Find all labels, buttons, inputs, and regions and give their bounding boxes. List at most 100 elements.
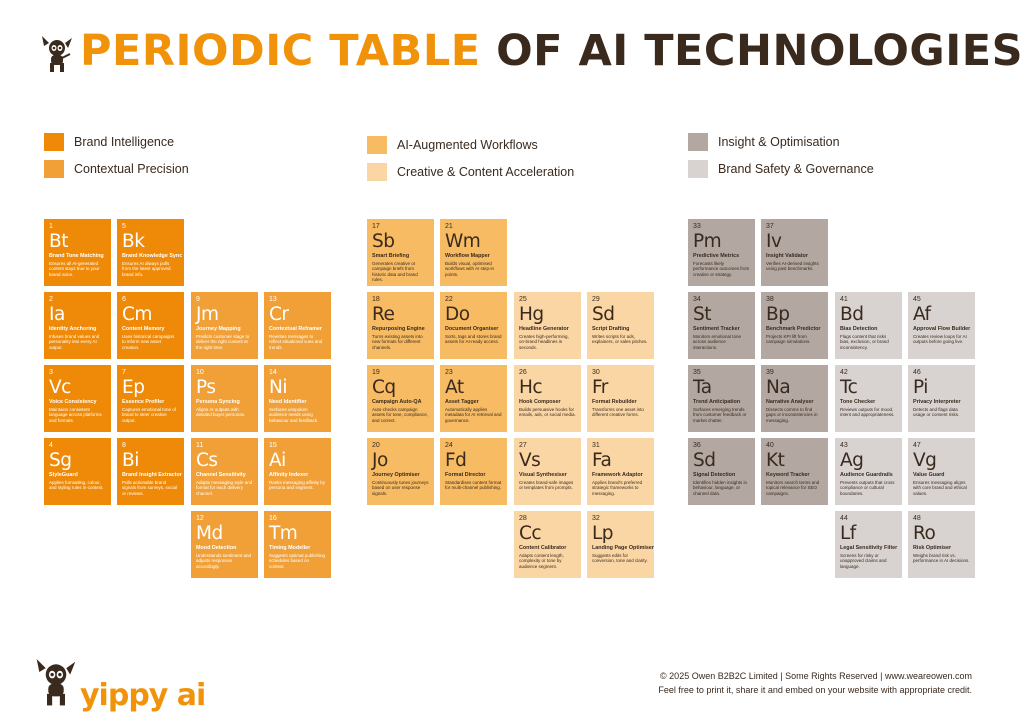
element-symbol: Cm [122, 304, 152, 325]
element-symbol: Cs [196, 450, 218, 471]
element-number: 1 [49, 223, 53, 230]
element-name: Essence Profiler [122, 399, 165, 405]
element-symbol: Sd [592, 304, 615, 325]
element-description: Monitors search terms and topical releva… [766, 480, 820, 496]
element-description: Projects KPI lift from campaign simulati… [766, 334, 811, 345]
element-symbol: Pi [913, 377, 928, 398]
element-description: Adapts messaging style and format for ea… [196, 480, 253, 496]
element-number: 20 [372, 442, 380, 449]
element-symbol: Fr [592, 377, 608, 398]
legend-label: AI-Augmented Workflows [397, 138, 538, 152]
element-symbol: Bt [49, 231, 68, 252]
element-number: 22 [445, 296, 453, 303]
element-symbol: Na [766, 377, 791, 398]
element-name: Legal Sensitivity Filter [840, 545, 898, 551]
element-tile-ai-15: 15 Ai Affinity Indexer Ranks messaging affi… [264, 438, 331, 505]
element-number: 6 [122, 296, 126, 303]
element-symbol: Md [196, 523, 223, 544]
element-tile-cq-19: 19 Cq Campaign Auto-QA Auto-checks campaign… [367, 365, 434, 432]
element-name: Contextual Reframer [269, 326, 323, 332]
element-number: 21 [445, 223, 453, 230]
element-number: 32 [592, 515, 600, 522]
element-description: Weighs brand risk vs. performance in AI … [913, 553, 970, 564]
element-number: 34 [693, 296, 701, 303]
element-tile-ag-43: 43 Ag Audience Guardrails Prevents outputs … [835, 438, 902, 505]
element-description: Sorts, tags and stores brand assets for … [445, 334, 502, 345]
legend-swatch [367, 163, 387, 181]
element-name: Approval Flow Builder [913, 326, 971, 332]
element-number: 37 [766, 223, 774, 230]
element-name: Risk Optimiser [913, 545, 952, 551]
element-number: 41 [840, 296, 848, 303]
element-description: Builds persuasive hooks for emails, ads,… [519, 407, 576, 418]
element-name: Headline Generator [519, 326, 569, 332]
element-name: Script Drafting [592, 326, 630, 332]
element-number: 27 [519, 442, 527, 449]
element-symbol: Vs [519, 450, 541, 471]
element-name: Trend Anticipation [693, 399, 741, 405]
element-symbol: St [693, 304, 712, 325]
element-number: 23 [445, 369, 453, 376]
legend-item-insight-optimisation: Insight & Optimisation [688, 133, 840, 151]
element-description: Transforms one asset into different crea… [592, 407, 644, 418]
element-tile-tc-42: 42 Tc Tone Checker Reviews outputs for mood… [835, 365, 902, 432]
element-name: Hook Composer [519, 399, 561, 405]
element-number: 33 [693, 223, 701, 230]
element-description: Uses historical campaigns to inform new … [122, 334, 175, 350]
element-description: Flags content that risks bias, exclusion… [840, 334, 889, 350]
element-description: Identifies hidden insights in behaviour,… [693, 480, 748, 496]
element-tile-tm-16: 16 Tm Timing Modeller Suggests optimal publ… [264, 511, 331, 578]
element-number: 5 [122, 223, 126, 230]
element-name: Format Director [445, 472, 486, 478]
element-description: Auto-checks campaign assets for tone, co… [372, 407, 429, 423]
element-tile-na-39: 39 Na Narrative Analyser Dissects comms to … [761, 365, 828, 432]
element-number: 31 [592, 442, 600, 449]
element-tile-hc-26: 26 Hc Hook Composer Builds persuasive hooks… [514, 365, 581, 432]
legend-swatch [44, 133, 64, 151]
element-symbol: Kt [766, 450, 785, 471]
element-tile-cm-6: 6 Cm Content Memory Uses historical campaig… [117, 292, 184, 359]
element-symbol: Ni [269, 377, 287, 398]
element-description: Rewrites messages to reflect situational… [269, 334, 323, 350]
element-symbol: Bi [122, 450, 139, 471]
element-name: Repurposing Engine [372, 326, 425, 332]
element-symbol: Cc [519, 523, 542, 544]
element-name: Predictive Metrics [693, 253, 740, 259]
element-name: Channel Sensitivity [196, 472, 246, 478]
element-name: Value Guard [913, 472, 945, 478]
element-number: 47 [913, 442, 921, 449]
element-number: 10 [196, 369, 204, 376]
element-number: 4 [49, 442, 53, 449]
element-symbol: Lf [840, 523, 856, 544]
element-name: Brand Insight Extractor [122, 472, 182, 478]
element-name: Mood Detection [196, 545, 237, 551]
element-description: Dissects comms to find gaps or inconsist… [766, 407, 818, 423]
element-tile-af-45: 45 Af Approval Flow Builder Creates review … [908, 292, 975, 359]
element-name: Framework Adaptor [592, 472, 643, 478]
element-name: Sentiment Tracker [693, 326, 740, 332]
element-description: Ensures AI always pulls from the latest … [122, 261, 171, 277]
element-number: 24 [445, 442, 453, 449]
element-symbol: Sg [49, 450, 72, 471]
element-number: 46 [913, 369, 921, 376]
element-description: Standardises content format for multi-ch… [445, 480, 502, 491]
element-tile-ni-14: 14 Ni Need Identifier Surfaces unspoken aud… [264, 365, 331, 432]
element-name: Insight Validator [766, 253, 808, 259]
element-symbol: Lp [592, 523, 614, 544]
element-tile-fd-24: 24 Fd Format Director Standardises content … [440, 438, 507, 505]
element-number: 12 [196, 515, 204, 522]
yippy-mascot-icon [34, 654, 78, 713]
element-symbol: At [445, 377, 464, 398]
element-symbol: Cr [269, 304, 289, 325]
legend-item-brand-intelligence: Brand Intelligence [44, 133, 174, 151]
element-symbol: Cq [372, 377, 396, 398]
element-number: 44 [840, 515, 848, 522]
element-name: Identity Anchoring [49, 326, 97, 332]
element-description: Detects and flags data usage or consent … [913, 407, 960, 418]
element-symbol: Bd [840, 304, 864, 325]
element-tile-sb-17: 17 Sb Smart Briefing Generates creative or … [367, 219, 434, 286]
element-name: Bias Detection [840, 326, 878, 332]
element-name: Signal Detection [693, 472, 736, 478]
element-symbol: Do [445, 304, 470, 325]
element-name: StyleGuard [49, 472, 78, 478]
